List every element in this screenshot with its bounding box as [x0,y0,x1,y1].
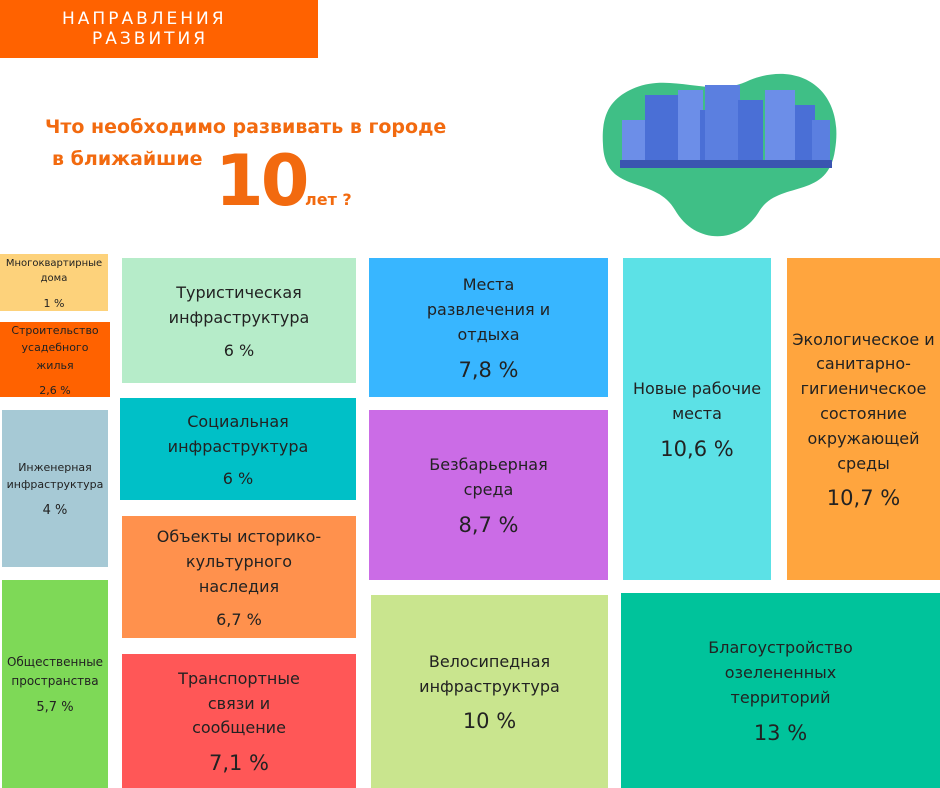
tile-label-line: места [672,404,722,423]
tile-value: 6 % [223,340,255,360]
tile: Туристическая инфраструктура 6 % [122,258,356,383]
tile-label-line: Многоквартирные [5,257,103,269]
tile-label-line: инфраструктура [419,676,560,696]
tile-label-line: Туристическая [176,283,302,303]
question: Что необходимо развивать в городе [45,116,447,138]
tile-label-line: инфраструктура [6,478,104,491]
tile-label-line: Новые рабочие [632,379,762,399]
tile-label-line: Экологическое и [792,329,935,349]
tile-label-line: инфраструктура [168,308,310,327]
tile-value: 7,1 % [208,751,270,776]
tile-label-line: Объекты историко- [156,527,322,547]
tile-label: Общественные пространства [7,653,103,690]
tile: Места развлечения и отдыха 7,8 % [369,258,608,397]
tile: Многоквартирные дома 1 % [0,254,108,311]
header-title: НАПРАВЛЕНИЯ [62,9,227,29]
tile-value: 6,7 % [216,609,262,629]
tile-value: 1 % [43,296,65,310]
tile-label: Инженерная инфраструктура [7,459,104,493]
tile-value: 7,8 % [458,357,519,382]
tile-label-line: Строительство [11,324,99,338]
tile-value: 2,6 % [39,383,71,397]
tile-value: 4 % [42,503,68,519]
tile: Новые рабочие места 10,6 % [623,258,771,580]
tile-label-line: среды [837,453,890,473]
tile-label-line: состояние [820,404,907,423]
tile-label-line: Инженерная [18,460,92,474]
tile-label-line: инфраструктура [167,436,309,456]
tile-value: 6 % [222,469,254,489]
tile-value: 10,6 % [660,436,734,461]
tile-label: Строительство усадебного жилья [11,322,98,373]
tile-label: Велосипедная инфраструктура [419,650,560,700]
tile-label: Туристическая инфраструктура [169,281,310,331]
tile-label-line: дома [40,273,68,284]
tile-label: Новые рабочие места [633,377,761,427]
tile-label: Многоквартирные дома [6,256,102,287]
tile-label: Безбарьерная среда [429,453,547,503]
tile-label-line: отдыха [457,324,520,344]
header-title: РАЗВИТИЯ [92,29,209,49]
tile: Велосипедная инфраструктура 10 % [371,595,608,788]
tile: Инженерная инфраструктура 4 % [2,410,108,567]
tile-label: Социальная инфраструктура [168,410,309,460]
tile-label-line: окружающей [807,428,920,448]
tile-label-line: жилья [36,358,74,372]
tile-label-line: связи и [207,693,271,713]
question: в ближайшие [52,148,203,170]
tile-label-line: Социальная [187,411,289,431]
tile-label-line: пространства [11,673,99,688]
tile-label: Транспортные связи и сообщение [178,667,300,741]
tile-label-line: Транспортные [178,668,300,688]
tile: Благоустройство озелененных территорий 13 % [621,593,940,788]
tile-label-line: развлечения и [426,300,551,320]
tile-value: 13 % [753,720,808,745]
tile-label-line: санитарно- [816,354,911,374]
tile: Социальная инфраструктура 6 % [120,398,356,500]
tile-value: 10 % [462,709,517,734]
tile-label: Объекты историко-культурного наследия [157,525,321,599]
tile-label-line: усадебного [21,341,89,355]
tile-value: 10,7 % [826,486,901,511]
tile: Объекты историко-культурного наследия 6,7 … [122,516,356,638]
header: НАПРАВЛЕНИЯ РАЗВИТИЯ [0,0,318,58]
tile-label: Экологическое и санитарно-гигиеническое со… [792,328,934,477]
tile-label: Благоустройство озелененных территорий [708,636,852,710]
tile: Экологическое и санитарно-гигиеническое со… [787,258,940,580]
tile-value: 5,7 % [36,700,74,716]
tile-label-line: Велосипедная [428,651,551,671]
question-number: 10 [215,140,309,222]
tile: Безбарьерная среда 8,7 % [369,410,608,580]
tile-value: 8,7 % [458,512,519,537]
tile-label-line: Безбарьерная [429,455,548,475]
tile-label-line: гигиеническое [800,379,927,399]
tile-label-line: озелененных [724,663,837,683]
tile-label: Места развлечения и отдыха [427,273,550,347]
tile-label-line: Общественные [6,654,104,669]
city-illustration [602,73,837,237]
tile-label-line: Места [462,275,515,295]
tile: Транспортные связи и сообщение 7,1 % [122,654,356,788]
tile-label-line: наследия [198,576,280,596]
tile-label-line: Благоустройство [708,638,853,658]
tile-label-line: территорий [730,687,831,707]
question: лет ? [305,190,352,209]
tile-label-line: сообщение [192,718,286,738]
tile-label-line: культурного [185,552,293,572]
tile: Общественные пространства 5,7 % [2,580,108,788]
tile-label-line: среда [463,480,514,499]
tile: Строительство усадебного жилья 2,6 % [0,322,110,397]
